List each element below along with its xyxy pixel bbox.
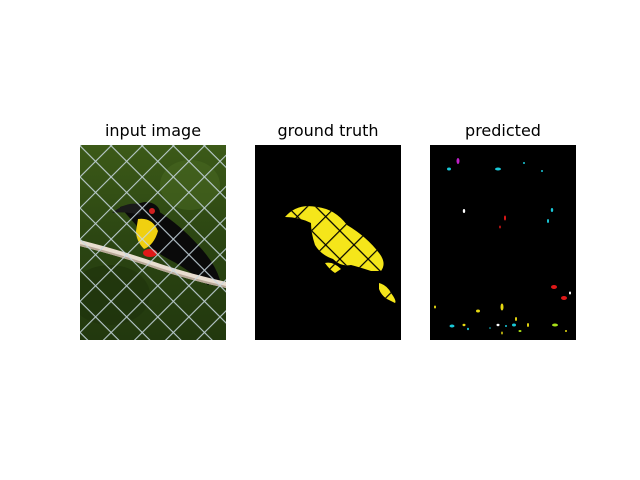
- ground-truth-mask: [255, 145, 401, 340]
- predicted-mask: [430, 145, 576, 340]
- panel-title-predicted: predicted: [465, 121, 541, 140]
- panel-title-input: input image: [104, 121, 202, 140]
- panel-title-ground-truth: ground truth: [277, 121, 379, 140]
- input-image: [80, 145, 226, 340]
